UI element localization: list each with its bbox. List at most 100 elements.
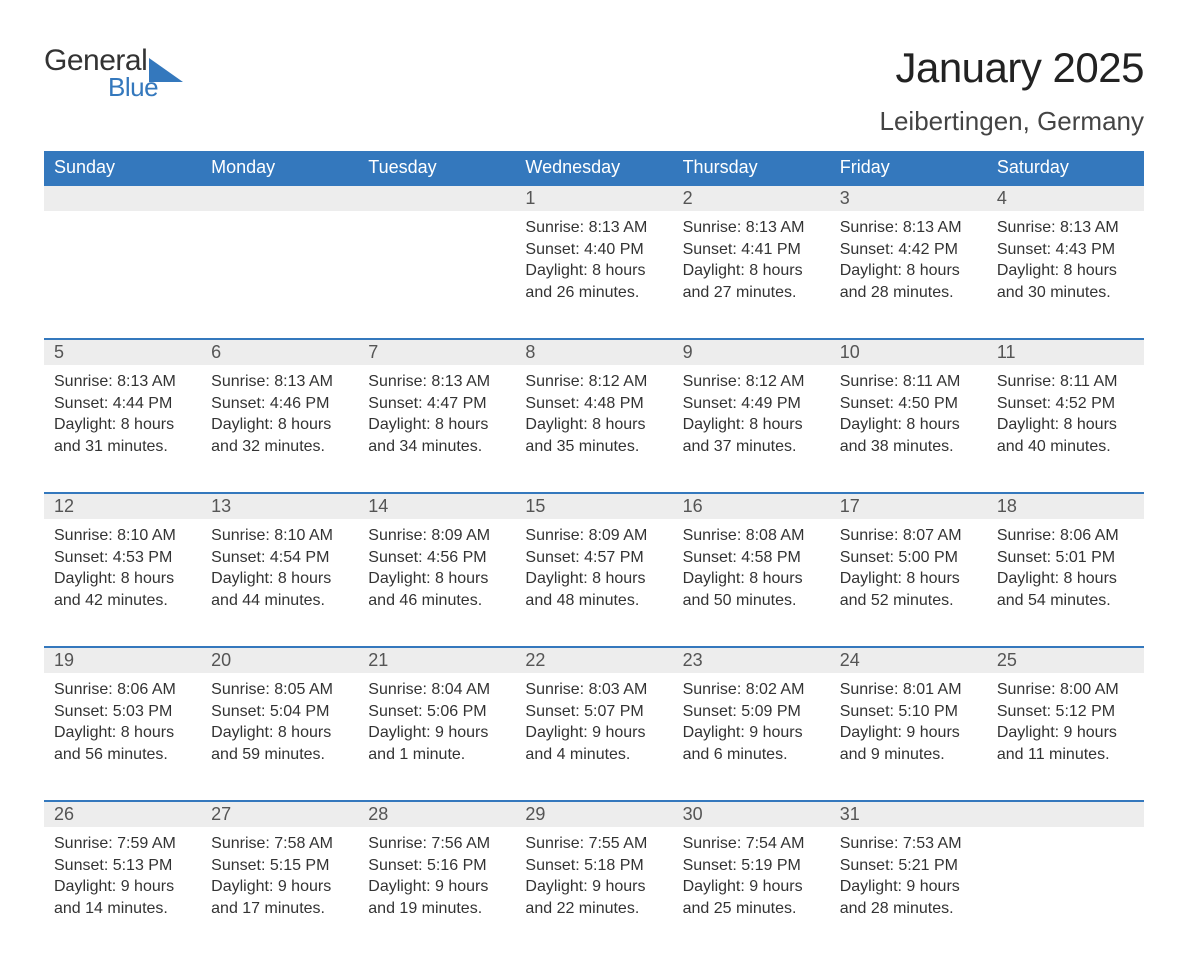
day-number-cell: 5 — [44, 339, 201, 365]
day-number: 15 — [525, 496, 545, 516]
day-sunset: Sunset: 4:47 PM — [368, 393, 505, 415]
day-sunrise: Sunrise: 7:59 AM — [54, 833, 191, 855]
day-number: 4 — [997, 188, 1007, 208]
day-sunrise: Sunrise: 8:13 AM — [840, 217, 977, 239]
day-sunset: Sunset: 4:53 PM — [54, 547, 191, 569]
day-number-cell: 27 — [201, 801, 358, 827]
day-body-row: Sunrise: 8:13 AMSunset: 4:40 PMDaylight:… — [44, 211, 1144, 339]
day-number-cell: 28 — [358, 801, 515, 827]
day-body-cell — [201, 211, 358, 339]
day-number-row: 1234 — [44, 185, 1144, 211]
day-number: 27 — [211, 804, 231, 824]
day-dl1: Daylight: 8 hours — [840, 260, 977, 282]
day-body-cell: Sunrise: 8:13 AMSunset: 4:47 PMDaylight:… — [358, 365, 515, 493]
day-dl1: Daylight: 9 hours — [683, 876, 820, 898]
day-number-cell: 6 — [201, 339, 358, 365]
day-number: 31 — [840, 804, 860, 824]
day-dl2: and 48 minutes. — [525, 590, 662, 612]
day-sunset: Sunset: 5:21 PM — [840, 855, 977, 877]
day-dl1: Daylight: 9 hours — [840, 722, 977, 744]
day-number-cell: 1 — [515, 185, 672, 211]
day-dl2: and 22 minutes. — [525, 898, 662, 920]
day-sunrise: Sunrise: 8:12 AM — [525, 371, 662, 393]
day-sunrise: Sunrise: 7:54 AM — [683, 833, 820, 855]
day-sunrise: Sunrise: 7:56 AM — [368, 833, 505, 855]
day-dl1: Daylight: 8 hours — [525, 260, 662, 282]
day-body-cell: Sunrise: 8:08 AMSunset: 4:58 PMDaylight:… — [673, 519, 830, 647]
day-sunrise: Sunrise: 8:03 AM — [525, 679, 662, 701]
day-dl1: Daylight: 8 hours — [54, 414, 191, 436]
day-dl2: and 9 minutes. — [840, 744, 977, 766]
day-number-cell: 11 — [987, 339, 1144, 365]
day-sunrise: Sunrise: 8:06 AM — [997, 525, 1134, 547]
day-number: 9 — [683, 342, 693, 362]
day-sunset: Sunset: 5:00 PM — [840, 547, 977, 569]
day-body-cell: Sunrise: 7:58 AMSunset: 5:15 PMDaylight:… — [201, 827, 358, 955]
day-sunrise: Sunrise: 8:10 AM — [211, 525, 348, 547]
day-number-cell: 13 — [201, 493, 358, 519]
day-number-cell: 2 — [673, 185, 830, 211]
day-sunset: Sunset: 5:04 PM — [211, 701, 348, 723]
day-number-cell: 31 — [830, 801, 987, 827]
weekday-header-row: Sunday Monday Tuesday Wednesday Thursday… — [44, 151, 1144, 185]
day-number: 6 — [211, 342, 221, 362]
day-number-cell: 21 — [358, 647, 515, 673]
day-sunset: Sunset: 5:03 PM — [54, 701, 191, 723]
day-sunrise: Sunrise: 8:10 AM — [54, 525, 191, 547]
day-number-cell — [987, 801, 1144, 827]
day-dl1: Daylight: 8 hours — [54, 568, 191, 590]
day-dl1: Daylight: 9 hours — [525, 722, 662, 744]
day-dl1: Daylight: 9 hours — [368, 722, 505, 744]
day-dl2: and 6 minutes. — [683, 744, 820, 766]
day-number: 26 — [54, 804, 74, 824]
day-number-row: 567891011 — [44, 339, 1144, 365]
day-sunrise: Sunrise: 8:08 AM — [683, 525, 820, 547]
day-body-cell: Sunrise: 8:07 AMSunset: 5:00 PMDaylight:… — [830, 519, 987, 647]
day-body-cell: Sunrise: 8:04 AMSunset: 5:06 PMDaylight:… — [358, 673, 515, 801]
day-dl2: and 42 minutes. — [54, 590, 191, 612]
day-body-row: Sunrise: 8:06 AMSunset: 5:03 PMDaylight:… — [44, 673, 1144, 801]
day-sunrise: Sunrise: 8:13 AM — [525, 217, 662, 239]
day-number-cell: 19 — [44, 647, 201, 673]
day-dl1: Daylight: 8 hours — [683, 260, 820, 282]
day-number: 21 — [368, 650, 388, 670]
day-body-cell: Sunrise: 8:11 AMSunset: 4:50 PMDaylight:… — [830, 365, 987, 493]
day-dl2: and 50 minutes. — [683, 590, 820, 612]
day-body-cell: Sunrise: 8:02 AMSunset: 5:09 PMDaylight:… — [673, 673, 830, 801]
day-sunset: Sunset: 5:10 PM — [840, 701, 977, 723]
day-dl1: Daylight: 8 hours — [211, 722, 348, 744]
day-dl2: and 35 minutes. — [525, 436, 662, 458]
day-dl2: and 40 minutes. — [997, 436, 1134, 458]
day-sunset: Sunset: 4:40 PM — [525, 239, 662, 261]
day-dl1: Daylight: 8 hours — [54, 722, 191, 744]
day-sunset: Sunset: 5:18 PM — [525, 855, 662, 877]
day-body-row: Sunrise: 7:59 AMSunset: 5:13 PMDaylight:… — [44, 827, 1144, 955]
day-sunset: Sunset: 4:49 PM — [683, 393, 820, 415]
day-sunset: Sunset: 5:09 PM — [683, 701, 820, 723]
day-dl2: and 27 minutes. — [683, 282, 820, 304]
day-body-cell: Sunrise: 8:13 AMSunset: 4:42 PMDaylight:… — [830, 211, 987, 339]
day-dl2: and 59 minutes. — [211, 744, 348, 766]
day-number-cell: 22 — [515, 647, 672, 673]
day-sunset: Sunset: 4:50 PM — [840, 393, 977, 415]
day-dl1: Daylight: 8 hours — [211, 568, 348, 590]
day-number: 8 — [525, 342, 535, 362]
day-number-cell — [44, 185, 201, 211]
day-body-cell: Sunrise: 7:54 AMSunset: 5:19 PMDaylight:… — [673, 827, 830, 955]
day-number-cell: 26 — [44, 801, 201, 827]
day-dl2: and 37 minutes. — [683, 436, 820, 458]
day-dl2: and 26 minutes. — [525, 282, 662, 304]
day-number-cell: 4 — [987, 185, 1144, 211]
day-number-cell: 24 — [830, 647, 987, 673]
day-body-cell: Sunrise: 8:10 AMSunset: 4:53 PMDaylight:… — [44, 519, 201, 647]
day-body-cell: Sunrise: 8:13 AMSunset: 4:40 PMDaylight:… — [515, 211, 672, 339]
day-number: 25 — [997, 650, 1017, 670]
day-sunrise: Sunrise: 8:00 AM — [997, 679, 1134, 701]
day-number-cell: 7 — [358, 339, 515, 365]
day-dl1: Daylight: 8 hours — [525, 568, 662, 590]
day-body-cell: Sunrise: 7:56 AMSunset: 5:16 PMDaylight:… — [358, 827, 515, 955]
day-number-cell: 18 — [987, 493, 1144, 519]
day-number: 28 — [368, 804, 388, 824]
day-dl1: Daylight: 8 hours — [525, 414, 662, 436]
day-number: 12 — [54, 496, 74, 516]
